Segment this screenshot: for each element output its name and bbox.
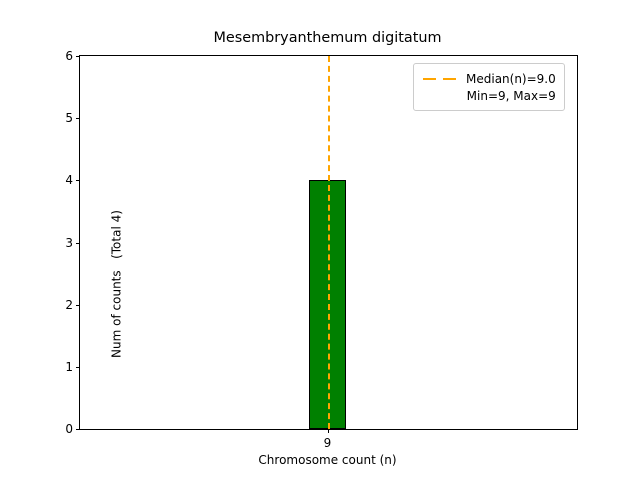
x-tick-mark [327,429,329,433]
plot-inner [80,56,577,429]
dashed-line-icon [422,73,458,85]
legend-label-minmax: Min=9, Max=9 [466,88,556,103]
chart-legend: Median(n)=9.0 Min=9, Max=9 [413,63,565,111]
legend-entry-median: Median(n)=9.0 [422,70,556,87]
y-tick-label: 2 [65,297,73,312]
y-tick-mark [76,180,80,182]
y-tick-label: 4 [65,173,73,188]
y-tick-label: 5 [65,111,73,126]
y-tick-label: 0 [65,422,73,436]
y-tick-label: 1 [65,359,73,374]
y-axis-label: Num of counts (Total 4) [109,210,124,358]
y-tick-mark [76,304,80,306]
plot-area: 0 1 2 3 4 5 6 [65,49,578,450]
x-tick-label: 9 [323,436,332,450]
x-axis-label: Chromosome count (n) [258,453,397,467]
median-line [327,56,330,429]
y-tick-mark [76,366,80,368]
legend-entry-minmax: Min=9, Max=9 [422,87,556,104]
y-tick-label: 6 [65,49,73,63]
blank-handle-icon [423,90,459,102]
y-tick-mark [76,56,80,57]
y-tick-mark [76,242,80,244]
y-tick-mark [76,429,80,430]
y-tick-mark [76,118,80,120]
legend-label-median: Median(n)=9.0 [466,71,556,86]
chart-title: Mesembryanthemum digitatum [213,30,442,46]
y-tick-label: 3 [65,235,73,250]
